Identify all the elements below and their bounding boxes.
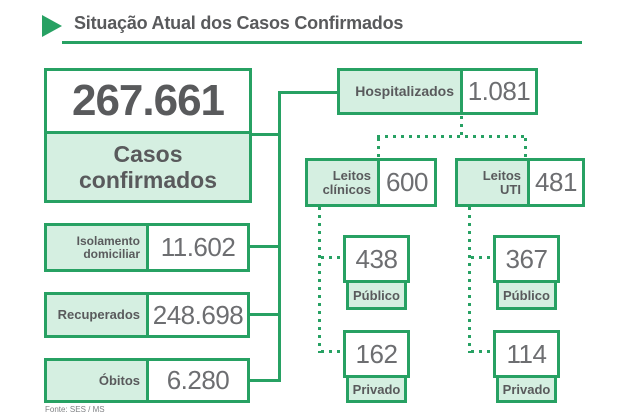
summary-box: 267.661 Casos confirmados: [44, 68, 252, 203]
dotted-spine-clinicos: [318, 207, 321, 353]
hospitalizados-label: Hospitalizados: [340, 71, 463, 112]
leitos-clinicos-box: Leitos clínicos 600: [305, 158, 437, 207]
page-title: Situação Atual dos Casos Confirmados: [74, 13, 404, 33]
dotted-spine-uti: [468, 207, 471, 353]
connector-summary: [249, 133, 281, 136]
stat-value: 6.280: [166, 365, 230, 395]
dotted-connector-leitos-clinicos-top: [377, 138, 380, 158]
stat-label: Isolamento domiciliar: [47, 226, 149, 269]
summary-value: 267.661: [71, 76, 225, 125]
stat-box-isolamento: Isolamento domiciliar 11.602: [44, 223, 250, 272]
leitos-uti-box: Leitos UTI 481: [455, 158, 585, 207]
leitos-clinicos-value: 600: [386, 167, 428, 197]
stat-box-recuperados: Recuperados 248.698: [44, 292, 250, 338]
stat-label: Óbitos: [47, 361, 149, 400]
connector-hospitalizados: [278, 91, 340, 94]
uti-publico-value: 367: [493, 235, 560, 283]
stat-value: 11.602: [160, 232, 236, 262]
connector-obitos: [248, 379, 281, 382]
uti-privado-label: Privado: [496, 375, 557, 403]
play-triangle-icon: [42, 15, 62, 37]
summary-label: Casos confirmados: [47, 131, 249, 200]
uti-publico-label: Público: [496, 280, 557, 310]
stat-value: 248.698: [152, 299, 244, 330]
stat-label: Recuperados: [47, 295, 149, 335]
leitos-uti-value: 481: [535, 167, 577, 197]
dotted-stub-clinicos-publico: [321, 256, 343, 259]
clinicos-privado-value: 162: [343, 330, 410, 378]
dotted-stub-clinicos-privado: [321, 350, 343, 353]
uti-privado-value: 114: [493, 330, 560, 378]
leitos-clinicos-label: Leitos clínicos: [308, 161, 380, 204]
connector-isolamento: [248, 245, 281, 248]
dotted-stub-uti-publico: [471, 256, 493, 259]
hospitalizados-box: Hospitalizados 1.081: [337, 68, 538, 115]
leitos-uti-label: Leitos UTI: [458, 161, 530, 204]
clinicos-publico-value: 438: [343, 235, 410, 283]
clinicos-publico-label: Público: [346, 280, 407, 310]
connector-recuperados: [248, 313, 281, 316]
hospitalizados-value: 1.081: [467, 76, 531, 106]
source-note: Fonte: SES / MS: [45, 405, 105, 414]
dotted-connector-beds-horizontal: [377, 135, 527, 138]
dotted-stub-uti-privado: [471, 350, 493, 353]
title-underline: [62, 41, 582, 44]
stat-box-obitos: Óbitos 6.280: [44, 358, 250, 403]
connector-spine: [278, 91, 281, 382]
clinicos-privado-label: Privado: [346, 375, 407, 403]
dotted-connector-leitos-uti-top: [524, 138, 527, 158]
dotted-connector-hospitalizados-down: [460, 116, 463, 136]
